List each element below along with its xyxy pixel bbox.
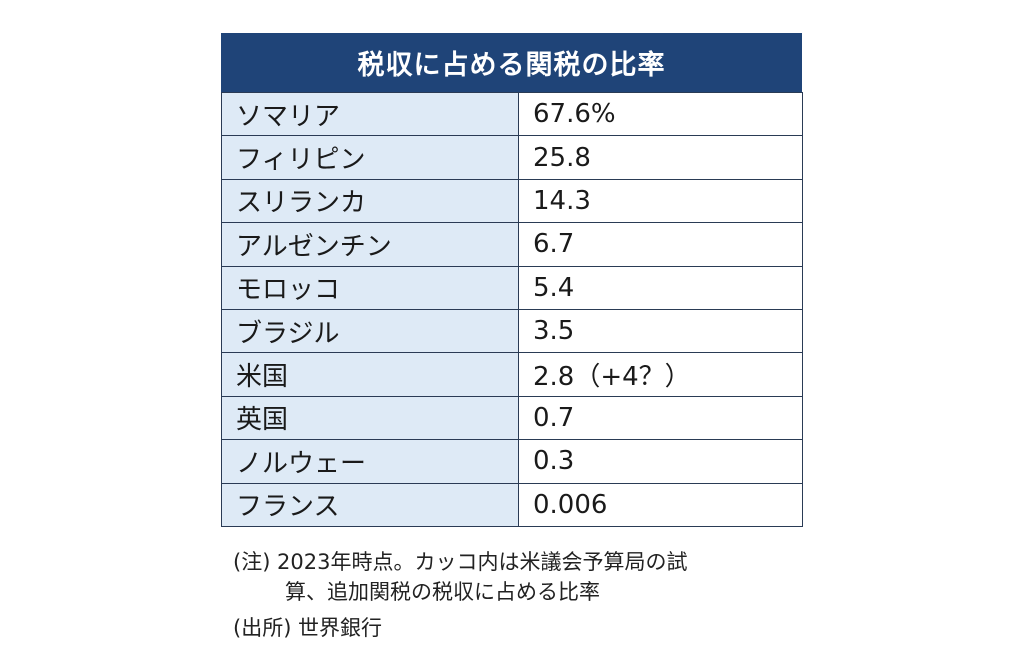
table-row: フィリピン 25.8 [221,135,803,180]
value-cell: 0.3 [518,439,803,484]
value-cell: 3.5 [518,308,803,354]
country-cell: ノルウェー [221,439,519,484]
tariff-ratio-table: 税収に占める関税の比率 ソマリア 67.6% フィリピン 25.8 スリランカ … [221,33,803,527]
value-cell: 2.8（+4？） [518,352,803,397]
table-row: アルゼンチン 6.7 [221,222,803,267]
table-row: スリランカ 14.3 [221,178,803,224]
country-cell: ソマリア [221,91,519,137]
value-cell: 0.7 [518,395,803,441]
table-title: 税収に占める関税の比率 [221,33,802,92]
table-row: 米国 2.8（+4？） [221,352,803,397]
table-row: ノルウェー 0.3 [221,439,803,484]
data-table: ソマリア 67.6% フィリピン 25.8 スリランカ 14.3 アルゼンチン … [221,91,803,527]
table-row: モロッコ 5.4 [221,265,803,310]
table-row: フランス 0.006 [221,482,803,527]
value-cell: 6.7 [518,222,803,267]
value-cell: 25.8 [518,135,803,180]
table-row: ブラジル 3.5 [221,308,803,354]
country-cell: フィリピン [221,135,519,180]
country-cell: スリランカ [221,178,519,224]
note-line-2: 算、追加関税の税収に占める比率 [285,580,600,604]
table-row: 英国 0.7 [221,395,803,441]
table-row: ソマリア 67.6% [221,91,803,137]
country-cell: フランス [221,482,519,527]
value-cell: 14.3 [518,178,803,224]
note-line-1: (注) 2023年時点。カッコ内は米議会予算局の試 [233,550,688,574]
country-cell: 英国 [221,395,519,441]
value-cell: 5.4 [518,265,803,310]
country-cell: ブラジル [221,308,519,354]
country-cell: 米国 [221,352,519,397]
country-cell: モロッコ [221,265,519,310]
footnotes: (注) 2023年時点。カッコ内は米議会予算局の試 算、追加関税の税収に占める比… [233,547,813,643]
source-note: (出所) 世界銀行 [233,616,383,640]
value-cell: 0.006 [518,482,803,527]
value-cell: 67.6% [518,91,803,137]
country-cell: アルゼンチン [221,222,519,267]
